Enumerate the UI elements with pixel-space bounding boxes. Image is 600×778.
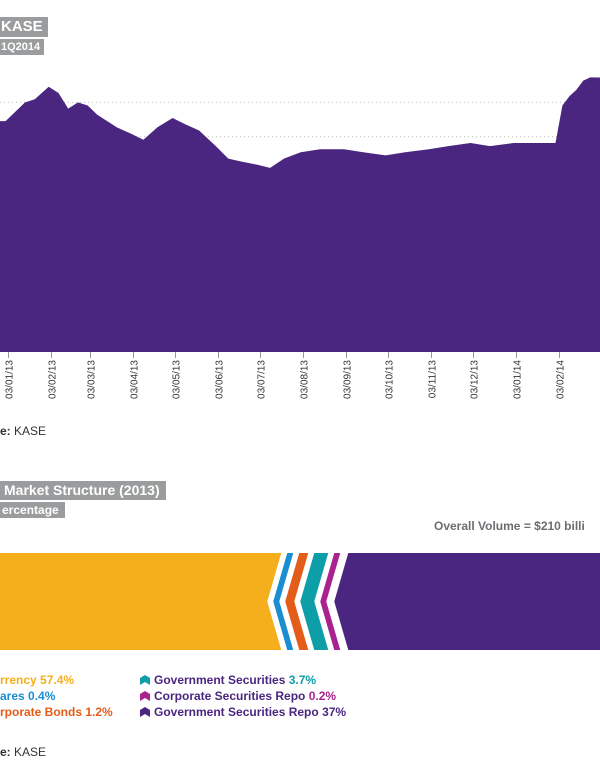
bar-segment bbox=[285, 553, 309, 650]
source-prefix: e: bbox=[0, 745, 11, 759]
x-tick-label: 03/06/13 bbox=[215, 360, 226, 399]
legend-label: Corporate Securities Repo bbox=[154, 689, 306, 703]
legend-col2: Government Securities 3.7% Corporate Sec… bbox=[140, 672, 346, 720]
x-tick-label: 03/08/13 bbox=[299, 360, 310, 399]
bar-segment bbox=[273, 553, 294, 650]
legend-value: 3.7% bbox=[288, 673, 317, 687]
bar-segment bbox=[334, 553, 600, 650]
overall-volume: Overall Volume = $210 billi bbox=[434, 519, 585, 533]
x-tick-label: 03/02/13 bbox=[48, 360, 59, 399]
x-tick-label: 03/01/13 bbox=[4, 360, 15, 399]
legend-value: 57.4% bbox=[40, 673, 75, 687]
bar-segment bbox=[300, 553, 329, 650]
source-name: KASE bbox=[14, 745, 47, 759]
chevron-marker-icon bbox=[140, 675, 150, 685]
legend-item-government-securities: Government Securities 3.7% bbox=[140, 672, 346, 688]
source-name: KASE bbox=[14, 424, 47, 438]
bar-segment bbox=[0, 553, 282, 650]
x-tick-label: 03/11/13 bbox=[428, 360, 439, 399]
x-tick-label: 03/01/14 bbox=[512, 360, 523, 399]
chart2-source: e: KASE bbox=[0, 745, 46, 759]
legend-value: 0.2% bbox=[308, 689, 337, 703]
x-tick-label: 03/05/13 bbox=[171, 360, 182, 399]
chart2-subtitle: ercentage bbox=[0, 502, 65, 518]
legend-label: Government Securities Repo bbox=[154, 705, 319, 719]
x-tick-label: 03/07/13 bbox=[256, 360, 267, 399]
market-structure-bar bbox=[0, 553, 600, 650]
x-tick-label: 03/12/13 bbox=[469, 360, 480, 399]
area-chart: 03/01/13 03/02/13 03/03/13 03/04/13 03/05/13… bbox=[0, 77, 600, 399]
legend-col1: rrency 57.4% ares 0.4% rporate Bonds 1.2… bbox=[0, 672, 113, 720]
legend-value: 0.4% bbox=[28, 689, 56, 703]
legend-label: rporate Bonds bbox=[0, 705, 83, 719]
source-prefix: e: bbox=[0, 424, 11, 438]
x-tick-label: 03/04/13 bbox=[130, 360, 141, 399]
bar-segment bbox=[320, 553, 341, 650]
area-series bbox=[0, 77, 600, 353]
legend-label: Government Securities bbox=[154, 673, 286, 687]
x-tick-label: 03/03/13 bbox=[86, 360, 97, 399]
chart1-title: KASE bbox=[0, 17, 48, 37]
chart2-title: Market Structure (2013) bbox=[0, 481, 166, 500]
x-tick-label: 03/02/14 bbox=[556, 360, 567, 399]
legend-label: ares bbox=[0, 689, 25, 703]
legend-item-shares: ares 0.4% bbox=[0, 688, 113, 704]
legend-value: 1.2% bbox=[85, 705, 113, 719]
chevron-marker-icon bbox=[140, 707, 150, 717]
legend-item-corporate-securities-repo: Corporate Securities Repo 0.2% bbox=[140, 688, 346, 704]
legend-item-corporate-bonds: rporate Bonds 1.2% bbox=[0, 704, 113, 720]
chart1-subtitle: 1Q2014 bbox=[0, 39, 45, 55]
chart1-source: e: KASE bbox=[0, 424, 46, 438]
legend-item-government-securities-repo: Government Securities Repo 37% bbox=[140, 704, 346, 720]
chevron-marker-icon bbox=[140, 691, 150, 701]
legend-item-currency: rrency 57.4% bbox=[0, 672, 113, 688]
legend-value: 37% bbox=[322, 705, 347, 719]
x-tick-label: 03/09/13 bbox=[343, 360, 354, 399]
legend-label: rrency bbox=[0, 673, 37, 687]
x-tick-label: 03/10/13 bbox=[384, 360, 395, 399]
